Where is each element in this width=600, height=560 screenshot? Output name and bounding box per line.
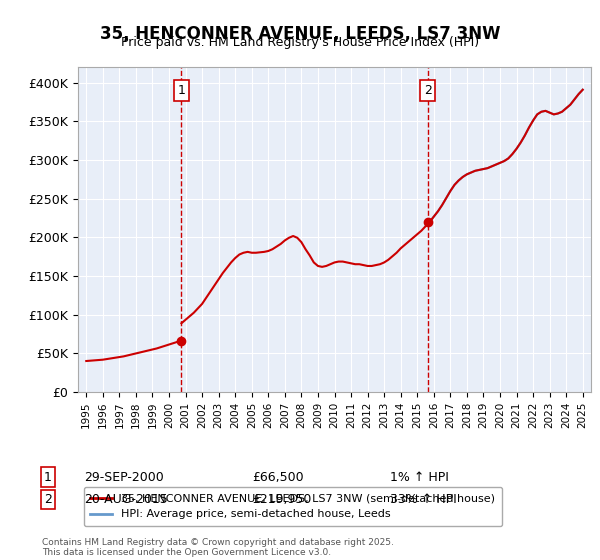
Text: 35, HENCONNER AVENUE, LEEDS, LS7 3NW: 35, HENCONNER AVENUE, LEEDS, LS7 3NW [100, 25, 500, 43]
Text: Price paid vs. HM Land Registry's House Price Index (HPI): Price paid vs. HM Land Registry's House … [121, 36, 479, 49]
Text: 33% ↑ HPI: 33% ↑ HPI [390, 493, 457, 506]
Text: 20-AUG-2015: 20-AUG-2015 [84, 493, 168, 506]
Text: £66,500: £66,500 [252, 470, 304, 484]
Text: 1% ↑ HPI: 1% ↑ HPI [390, 470, 449, 484]
Text: 29-SEP-2000: 29-SEP-2000 [84, 470, 164, 484]
Text: 1: 1 [178, 84, 185, 97]
Text: 1: 1 [44, 470, 52, 484]
Legend: 35, HENCONNER AVENUE, LEEDS, LS7 3NW (semi-detached house), HPI: Average price, : 35, HENCONNER AVENUE, LEEDS, LS7 3NW (se… [83, 487, 502, 526]
Text: 2: 2 [424, 84, 431, 97]
Text: £219,950: £219,950 [252, 493, 311, 506]
Text: 2: 2 [44, 493, 52, 506]
Text: Contains HM Land Registry data © Crown copyright and database right 2025.
This d: Contains HM Land Registry data © Crown c… [42, 538, 394, 557]
